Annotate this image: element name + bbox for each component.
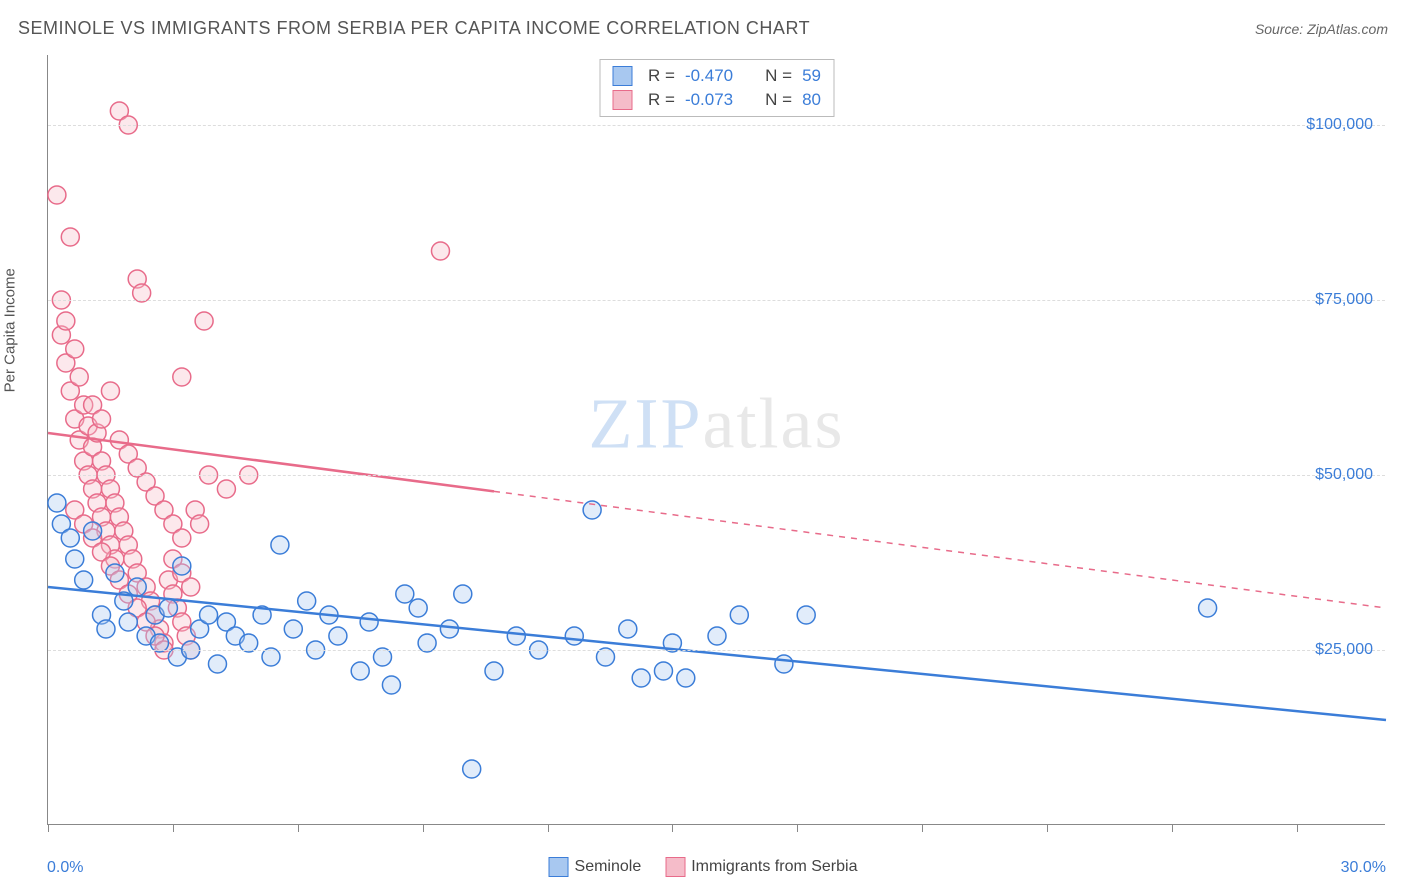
- series-legend-item: Immigrants from Serbia: [665, 857, 857, 877]
- x-tick: [1172, 824, 1173, 832]
- legend-swatch: [612, 90, 632, 110]
- legend-r-label: R =: [648, 90, 675, 110]
- x-tick: [423, 824, 424, 832]
- y-axis-label: Per Capita Income: [2, 268, 19, 392]
- x-tick: [1047, 824, 1048, 832]
- gridline: [48, 650, 1385, 651]
- x-tick: [1297, 824, 1298, 832]
- legend-swatch: [549, 857, 569, 877]
- legend-n-label: N =: [765, 66, 792, 86]
- y-tick-label: $100,000: [1306, 116, 1373, 134]
- chart-title: SEMINOLE VS IMMIGRANTS FROM SERBIA PER C…: [18, 18, 810, 39]
- x-axis-min-label: 0.0%: [47, 859, 83, 877]
- correlation-legend-row: R = -0.073 N = 80: [612, 88, 821, 112]
- legend-swatch: [612, 66, 632, 86]
- x-tick: [173, 824, 174, 832]
- correlation-legend: R = -0.470 N = 59 R = -0.073 N = 80: [599, 59, 834, 117]
- legend-r-value: -0.073: [685, 90, 733, 110]
- x-tick: [797, 824, 798, 832]
- chart-source: Source: ZipAtlas.com: [1255, 21, 1388, 37]
- gridline: [48, 475, 1385, 476]
- chart-header: SEMINOLE VS IMMIGRANTS FROM SERBIA PER C…: [18, 18, 1388, 39]
- legend-n-value: 59: [802, 66, 821, 86]
- legend-n-value: 80: [802, 90, 821, 110]
- chart-svg: [48, 55, 1385, 824]
- series-name: Immigrants from Serbia: [691, 858, 857, 875]
- series-legend: Seminole Immigrants from Serbia: [549, 857, 858, 877]
- legend-r-value: -0.470: [685, 66, 733, 86]
- legend-r-label: R =: [648, 66, 675, 86]
- legend-n-label: N =: [765, 90, 792, 110]
- x-tick: [922, 824, 923, 832]
- gridline: [48, 300, 1385, 301]
- x-tick: [298, 824, 299, 832]
- plot-area: ZIPatlas R = -0.470N = 59R = -0.073N = 8…: [47, 55, 1385, 825]
- series-name: Seminole: [575, 858, 642, 875]
- y-tick-label: $50,000: [1315, 466, 1373, 484]
- gridline: [48, 125, 1385, 126]
- x-tick: [672, 824, 673, 832]
- x-axis-max-label: 30.0%: [1341, 859, 1386, 877]
- x-tick: [48, 824, 49, 832]
- series-legend-item: Seminole: [549, 857, 642, 877]
- y-tick-label: $75,000: [1315, 291, 1373, 309]
- correlation-legend-row: R = -0.470 N = 59: [612, 64, 821, 88]
- legend-swatch: [665, 857, 685, 877]
- y-tick-label: $25,000: [1315, 641, 1373, 659]
- x-tick: [548, 824, 549, 832]
